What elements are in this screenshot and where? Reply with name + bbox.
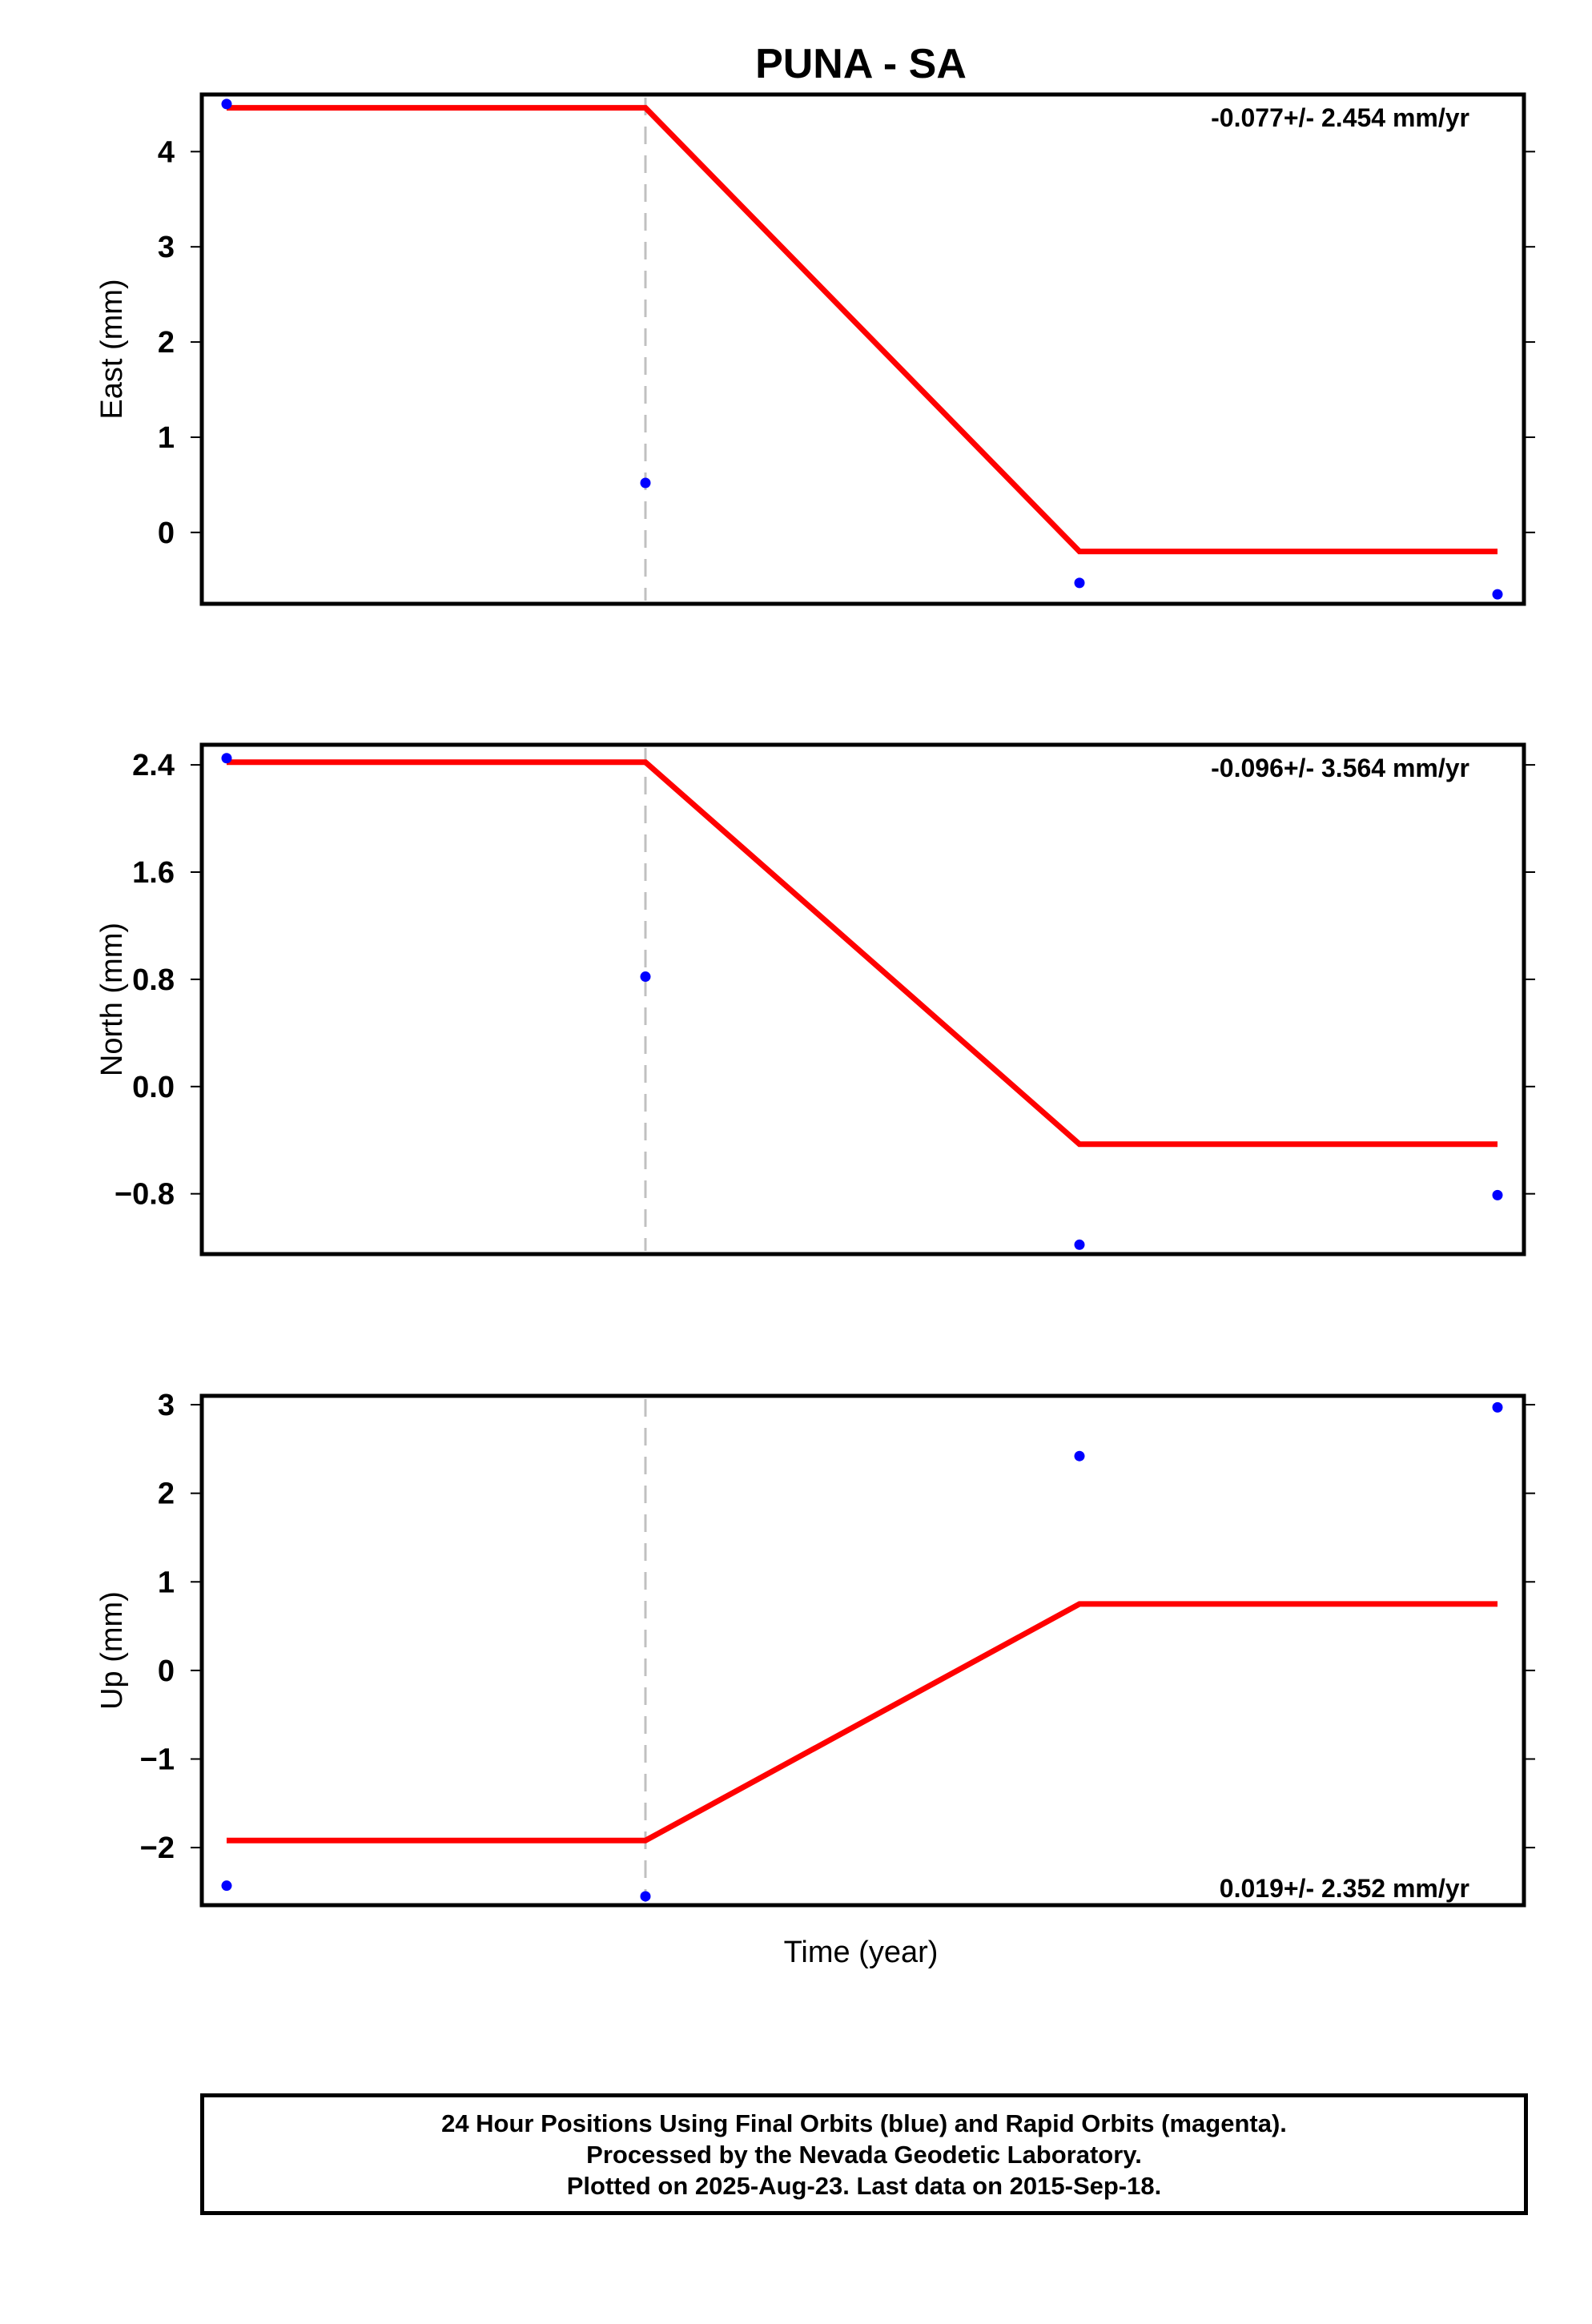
up-panel-data-point bbox=[1492, 1401, 1503, 1413]
footer-line-1: 24 Hour Positions Using Final Orbits (bl… bbox=[441, 2109, 1287, 2137]
north-panel-data-point bbox=[221, 753, 232, 764]
north-panel-ytick-label: 1.6 bbox=[132, 856, 175, 890]
panels-layer: 0 1 2 3 4 East (mm) -0.077+/- 2.454 mm/yr −0.8 0… bbox=[95, 92, 1535, 1908]
north-panel-rate-label: -0.096+/- 3.564 mm/yr bbox=[1211, 754, 1469, 782]
east-panel-data-point bbox=[1492, 589, 1503, 600]
up-panel-ytick-label: −1 bbox=[140, 1743, 175, 1776]
north-panel-ytick-label: −0.8 bbox=[115, 1178, 175, 1212]
north-panel-ytick-label: 2.4 bbox=[132, 749, 175, 782]
north-panel-frame bbox=[199, 742, 1526, 1256]
north-panel: −0.8 0.0 0.8 1.6 2.4 North (mm) -0.096+/- 3.56… bbox=[95, 742, 1535, 1256]
east-panel-ytick-label: 3 bbox=[158, 231, 175, 264]
north-panel-data-point bbox=[640, 971, 651, 983]
east-panel-rate-label: -0.077+/- 2.454 mm/yr bbox=[1211, 103, 1469, 132]
footer-line-3: Plotted on 2025-Aug-23. Last data on 201… bbox=[566, 2171, 1162, 2200]
up-panel-ytick-label: 1 bbox=[158, 1566, 175, 1599]
east-panel-data-point bbox=[221, 99, 232, 110]
up-panel-model-line bbox=[227, 1601, 1498, 1844]
north-panel-model-line bbox=[227, 759, 1498, 1148]
footer-box: 24 Hour Positions Using Final Orbits (bl… bbox=[200, 2093, 1528, 2215]
north-panel-ytick-label: 0.8 bbox=[132, 963, 175, 997]
up-panel-ytick-label: 3 bbox=[158, 1389, 175, 1422]
up-panel-ytick-label: 0 bbox=[158, 1655, 175, 1688]
north-panel-data-point bbox=[1074, 1239, 1085, 1250]
footer-line-2: Processed by the Nevada Geodetic Laborat… bbox=[586, 2140, 1142, 2169]
east-panel: 0 1 2 3 4 East (mm) -0.077+/- 2.454 mm/yr bbox=[95, 92, 1535, 606]
up-panel-data-point bbox=[221, 1880, 232, 1892]
east-panel-ytick-label: 2 bbox=[158, 326, 175, 360]
north-panel-ytick-label: 0.0 bbox=[132, 1071, 175, 1104]
east-panel-ytick-label: 1 bbox=[158, 421, 175, 455]
east-panel-ylabel: East (mm) bbox=[95, 279, 129, 419]
east-panel-ytick-label: 0 bbox=[158, 517, 175, 550]
up-panel-ytick-label: 2 bbox=[158, 1478, 175, 1511]
up-panel-rate-label: 0.019+/- 2.352 mm/yr bbox=[1220, 1874, 1469, 1903]
north-panel-ylabel: North (mm) bbox=[95, 923, 129, 1076]
up-panel-ytick-label: −2 bbox=[140, 1831, 175, 1865]
up-panel-data-point bbox=[1074, 1450, 1085, 1462]
east-panel-model-line bbox=[227, 105, 1498, 555]
up-panel-ylabel: Up (mm) bbox=[95, 1591, 129, 1710]
east-panel-frame bbox=[199, 92, 1526, 606]
up-panel-data-point bbox=[640, 1891, 651, 1902]
east-panel-ytick-label: 4 bbox=[158, 135, 175, 169]
chart-title: PUNA - SA bbox=[755, 41, 967, 87]
east-panel-data-point bbox=[640, 477, 651, 489]
north-panel-data-point bbox=[1492, 1189, 1503, 1200]
x-axis-label: Time (year) bbox=[784, 1936, 939, 1969]
up-panel: −2 −1 0 1 2 3 Up (mm) 0.019+/- 2.352 mm/yr bbox=[95, 1389, 1535, 1908]
east-panel-data-point bbox=[1074, 577, 1085, 589]
up-panel-frame bbox=[199, 1393, 1526, 1908]
